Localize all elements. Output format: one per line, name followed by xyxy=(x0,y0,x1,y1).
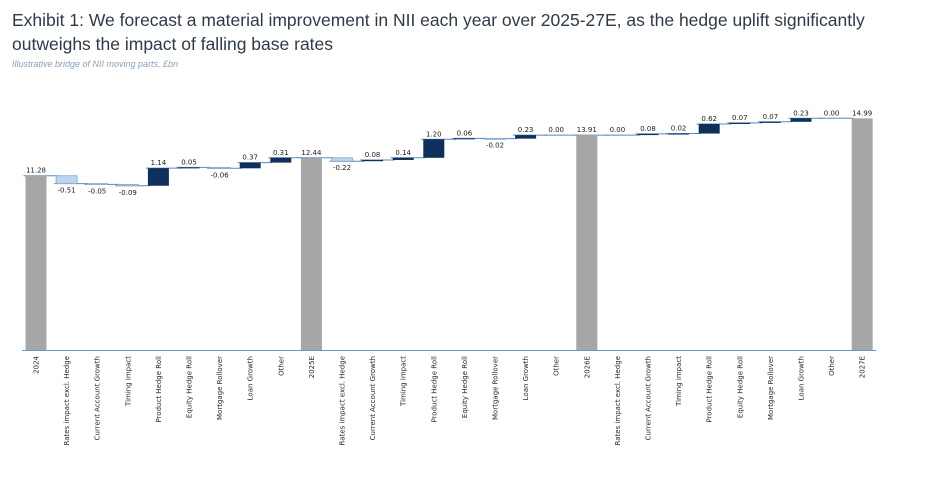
value-label: 0.14 xyxy=(395,149,411,157)
value-label: -0.51 xyxy=(58,187,76,195)
value-labels: 11.28 -0.51 -0.05 -0.09 1.14 0.05 -0.06 0.37 0.3… xyxy=(26,109,872,197)
x-tick-label: Mortgage Rollover xyxy=(216,356,224,420)
x-tick-label: Timing impact xyxy=(400,356,408,407)
value-label: 0.00 xyxy=(824,109,840,117)
value-label: 0.06 xyxy=(457,129,473,137)
value-label: 0.62 xyxy=(701,115,717,123)
value-label: 0.07 xyxy=(732,114,748,122)
value-label: 0.08 xyxy=(365,151,381,159)
increase-bar xyxy=(759,121,781,123)
value-label: -0.06 xyxy=(211,171,230,179)
value-label: 1.14 xyxy=(151,159,167,167)
x-tick-label: Loan Growth xyxy=(522,356,530,400)
increase-bar xyxy=(423,139,445,158)
increase-bar xyxy=(729,122,751,124)
chart-subtitle: Illustrative bridge of NII moving parts,… xyxy=(12,59,179,69)
value-label: -0.05 xyxy=(88,187,106,195)
x-tick-label: Equity Hedge Roll xyxy=(186,356,194,418)
increase-bar xyxy=(392,157,414,160)
x-tick-label: 2024 xyxy=(33,355,41,373)
decrease-bar xyxy=(484,137,506,140)
decrease-bar xyxy=(116,183,139,187)
x-tick-label: Equity Hedge Roll xyxy=(736,356,744,418)
x-tick-label: Other xyxy=(828,356,836,376)
value-label: 12.44 xyxy=(301,149,322,157)
value-label: -0.22 xyxy=(333,164,351,172)
x-tick-label: Other xyxy=(553,356,561,376)
value-label: 0.23 xyxy=(518,126,534,134)
x-tick-label: Product Hedge Roll xyxy=(155,356,163,423)
x-tick-label: Other xyxy=(277,356,285,376)
increase-bar xyxy=(453,138,475,140)
value-label: -0.02 xyxy=(486,142,504,150)
value-label: 11.28 xyxy=(26,167,46,175)
x-axis-tick-labels: 2024 Rates impact excl. Hedge Current Acco… xyxy=(33,355,867,445)
x-tick-label: 2027E xyxy=(859,356,867,378)
x-tick-label: Current Account Growth xyxy=(369,356,377,440)
decrease-bar xyxy=(331,157,353,162)
value-label: 0.02 xyxy=(671,125,687,133)
value-label: 0.00 xyxy=(610,126,626,134)
x-tick-label: Rates impact excl. Hedge xyxy=(63,356,71,445)
value-label: -0.09 xyxy=(119,189,137,197)
x-tick-label: 2025E xyxy=(308,356,316,378)
decrease-bar xyxy=(208,166,231,169)
value-label: 0.37 xyxy=(242,154,258,162)
x-tick-label: Product Hedge Roll xyxy=(706,356,714,423)
x-tick-label: Mortgage Rollover xyxy=(492,356,500,420)
x-tick-label: Rates impact excl. Hedge xyxy=(614,356,622,445)
decrease-bar xyxy=(86,183,109,186)
value-label: 0.07 xyxy=(763,113,779,121)
increase-bar xyxy=(178,167,200,169)
total-bar xyxy=(25,175,47,350)
chart-title: Exhibit 1: We forecast a material improv… xyxy=(12,10,865,54)
increase-bar xyxy=(790,118,812,122)
value-label: 0.05 xyxy=(181,158,197,166)
total-bar xyxy=(576,135,598,350)
value-label: 0.00 xyxy=(548,126,564,134)
decrease-bar xyxy=(55,175,78,185)
bars xyxy=(25,118,873,350)
increase-bar xyxy=(668,133,690,135)
x-tick-label: Product Hedge Roll xyxy=(430,356,438,423)
total-bar xyxy=(851,118,873,350)
value-label: 1.20 xyxy=(426,130,442,138)
value-label: 14.99 xyxy=(852,109,872,117)
increase-bar xyxy=(362,159,384,162)
x-tick-label: Mortgage Rollover xyxy=(767,356,775,420)
x-tick-label: 2026E xyxy=(583,356,591,378)
value-label: 0.08 xyxy=(640,125,656,133)
x-tick-label: Current Account Growth xyxy=(94,356,102,440)
value-label: 13.91 xyxy=(577,126,597,134)
increase-bar xyxy=(515,135,537,139)
x-tick-label: Loan Growth xyxy=(247,356,255,400)
x-tick-label: Loan Growth xyxy=(798,356,806,400)
increase-bar xyxy=(270,157,292,163)
value-label: 0.23 xyxy=(793,109,809,117)
increase-bar xyxy=(637,133,659,136)
value-label: 0.31 xyxy=(273,149,289,157)
x-tick-label: Rates impact excl. Hedge xyxy=(339,356,347,445)
x-tick-label: Timing impact xyxy=(124,356,132,407)
x-tick-label: Current Account Growth xyxy=(645,356,653,440)
increase-bar xyxy=(698,123,720,134)
x-tick-label: Equity Hedge Roll xyxy=(461,356,469,418)
x-tick-label: Timing impact xyxy=(675,356,683,407)
increase-bar xyxy=(147,168,169,186)
increase-bar xyxy=(239,162,261,169)
total-bar xyxy=(300,157,322,350)
